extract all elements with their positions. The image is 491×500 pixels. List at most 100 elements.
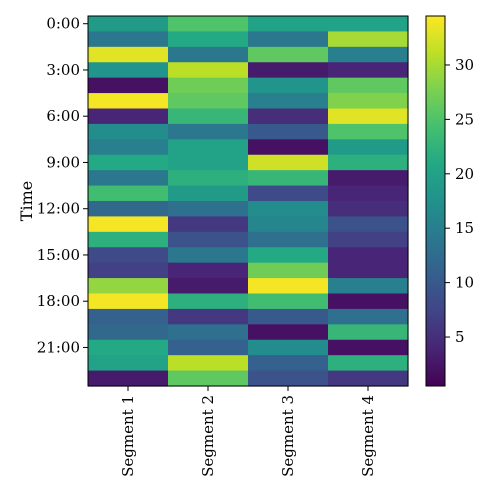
colorbar-tick-label: 20 [455, 165, 474, 183]
heatmap-cell [248, 16, 329, 33]
heatmap-cell [88, 324, 169, 341]
heatmap-cell [168, 339, 249, 356]
heatmap-cell [248, 62, 329, 79]
heatmap-cell [248, 324, 329, 341]
heatmap-cell [88, 16, 169, 33]
heatmap-cell [328, 262, 409, 279]
heatmap-cell [328, 216, 409, 233]
y-tick-label: 18:00 [37, 292, 80, 310]
heatmap-cell [248, 247, 329, 264]
heatmap-cell [168, 262, 249, 279]
heatmap-cell [88, 77, 169, 94]
heatmap-cell [248, 93, 329, 110]
heatmap-cell [168, 231, 249, 248]
heatmap-cell [328, 154, 409, 171]
x-axis-ticks: Segment 1 Segment 2 Segment 3 Segment 4 [119, 386, 377, 477]
heatmap-cell [248, 31, 329, 48]
heatmap-cell [328, 46, 409, 63]
heatmap-cell [88, 139, 169, 156]
y-tick-label: 9:00 [46, 153, 80, 171]
heatmap-cell [88, 339, 169, 356]
heatmap-cell [328, 324, 409, 341]
heatmap-cell [248, 339, 329, 356]
heatmap-cell [88, 262, 169, 279]
heatmap-cell [328, 231, 409, 248]
colorbar [425, 15, 446, 387]
heatmap-cell [88, 308, 169, 325]
heatmap-cell [248, 278, 329, 295]
x-tick-label: Segment 4 [359, 395, 377, 477]
heatmap-cell [168, 216, 249, 233]
heatmap-cell [88, 62, 169, 79]
y-axis-ticks: 0:00 3:00 6:00 9:00 12:00 15:00 18:00 21:00 [37, 15, 88, 356]
heatmap-cell [168, 31, 249, 48]
heatmap-cell [248, 139, 329, 156]
heatmap-cell [248, 293, 329, 310]
heatmap-cell [168, 355, 249, 372]
heatmap-cell [248, 216, 329, 233]
heatmap-cell [168, 324, 249, 341]
heatmap-cell [88, 247, 169, 264]
heatmap-cell [88, 355, 169, 372]
heatmap-cells [88, 16, 409, 387]
heatmap-cell [328, 201, 409, 218]
heatmap-cell [328, 339, 409, 356]
heatmap-cell [168, 93, 249, 110]
heatmap-cell [168, 201, 249, 218]
colorbar-tick-label: 5 [455, 328, 465, 346]
x-tick-label: Segment 1 [119, 395, 137, 477]
heatmap-cell [248, 46, 329, 63]
heatmap-cell [168, 247, 249, 264]
heatmap-cell [168, 108, 249, 125]
x-tick-label: Segment 2 [199, 395, 217, 477]
y-tick-label: 12:00 [37, 200, 80, 218]
heatmap-cell [328, 62, 409, 79]
heatmap-cell [88, 93, 169, 110]
heatmap-cell [88, 370, 169, 387]
heatmap-cell [88, 170, 169, 187]
heatmap-cell [248, 77, 329, 94]
y-tick-label: 21:00 [37, 338, 80, 356]
heatmap-cell [168, 154, 249, 171]
y-axis-label: Time [17, 181, 36, 221]
heatmap-cell [328, 293, 409, 310]
heatmap-cell [248, 355, 329, 372]
colorbar-ticks: 5 10 15 20 25 30 [445, 56, 474, 346]
heatmap-cell [168, 308, 249, 325]
heatmap-cell [328, 247, 409, 264]
heatmap-cell [168, 293, 249, 310]
heatmap-cell [328, 93, 409, 110]
x-tick-label: Segment 3 [279, 395, 297, 477]
heatmap-cell [328, 170, 409, 187]
heatmap-cell [168, 62, 249, 79]
heatmap-cell [88, 31, 169, 48]
heatmap-cell [168, 139, 249, 156]
colorbar-tick-label: 25 [455, 110, 474, 128]
heatmap-cell [248, 262, 329, 279]
heatmap-cell [328, 139, 409, 156]
colorbar-tick-label: 30 [455, 56, 474, 74]
heatmap-cell [248, 123, 329, 140]
heatmap-cell [328, 123, 409, 140]
heatmap-cell [168, 16, 249, 33]
heatmap-cell [328, 185, 409, 202]
heatmap-cell [328, 355, 409, 372]
heatmap-cell [248, 185, 329, 202]
heatmap-cell [168, 278, 249, 295]
heatmap-cell [88, 293, 169, 310]
heatmap-cell [248, 170, 329, 187]
heatmap-cell [88, 108, 169, 125]
colorbar-tick-label: 15 [455, 219, 474, 237]
heatmap-cell [88, 278, 169, 295]
heatmap-cell [248, 108, 329, 125]
heatmap-cell [88, 185, 169, 202]
heatmap-cell [168, 123, 249, 140]
colorbar-tick-label: 10 [455, 274, 474, 292]
heatmap-cell [88, 201, 169, 218]
y-tick-label: 6:00 [46, 107, 80, 125]
heatmap-cell [168, 170, 249, 187]
heatmap-cell [88, 123, 169, 140]
plot-frame [87, 15, 409, 387]
heatmap-cell [168, 77, 249, 94]
